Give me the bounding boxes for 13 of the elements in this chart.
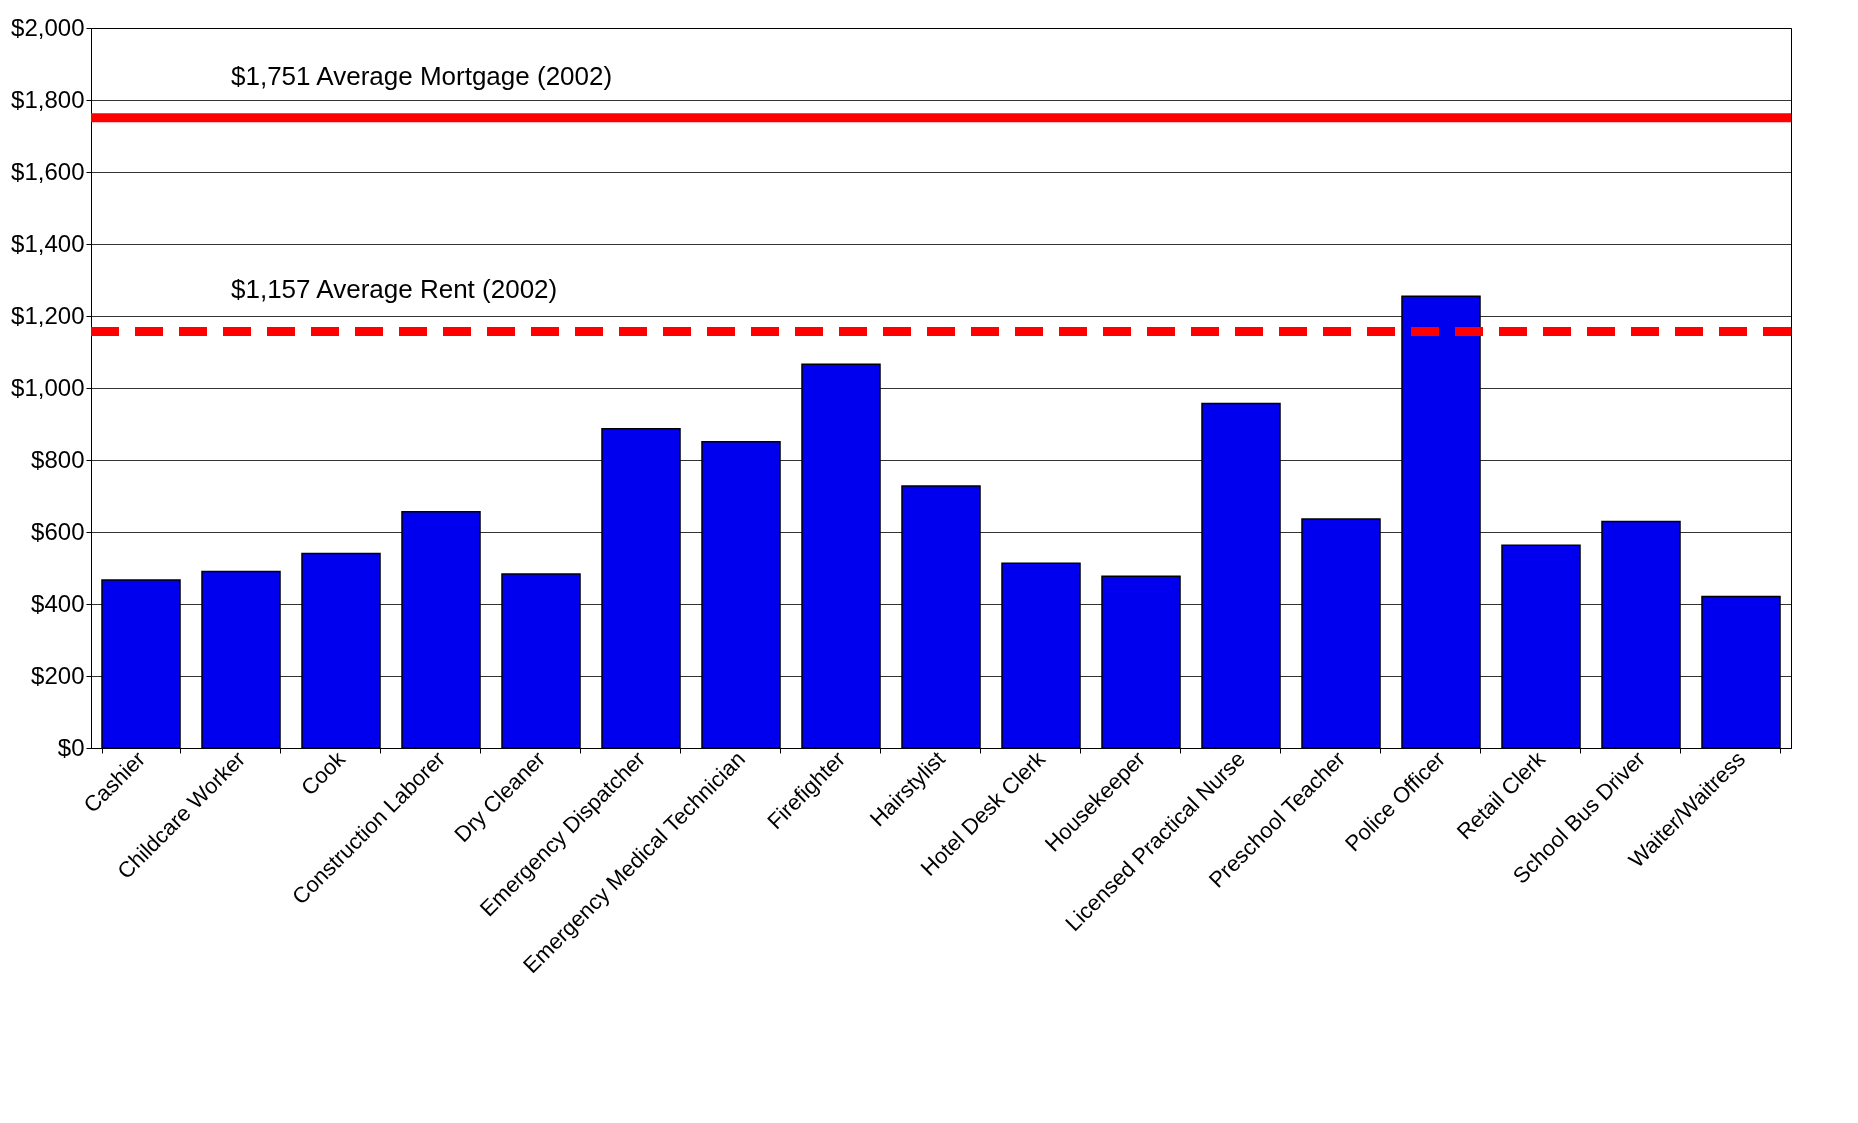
y-tick-label: $1,600 — [11, 157, 85, 185]
y-tick-label: $800 — [31, 445, 85, 473]
ref-line-label: $1,157 Average Rent (2002) — [231, 274, 558, 305]
y-tick-label: $200 — [31, 661, 85, 689]
y-tick-label: $1,400 — [11, 229, 85, 257]
y-tick-label: $600 — [31, 517, 85, 545]
y-tick-label: $400 — [31, 589, 85, 617]
ref-line-label: $1,751 Average Mortgage (2002) — [231, 60, 613, 91]
y-tick-label: $1,200 — [11, 301, 85, 329]
y-tick-label: $1,000 — [11, 373, 85, 401]
y-tick-label: $1,800 — [11, 85, 85, 113]
y-tick-label: $2,000 — [11, 13, 85, 41]
y-tick-label: $0 — [57, 733, 85, 761]
